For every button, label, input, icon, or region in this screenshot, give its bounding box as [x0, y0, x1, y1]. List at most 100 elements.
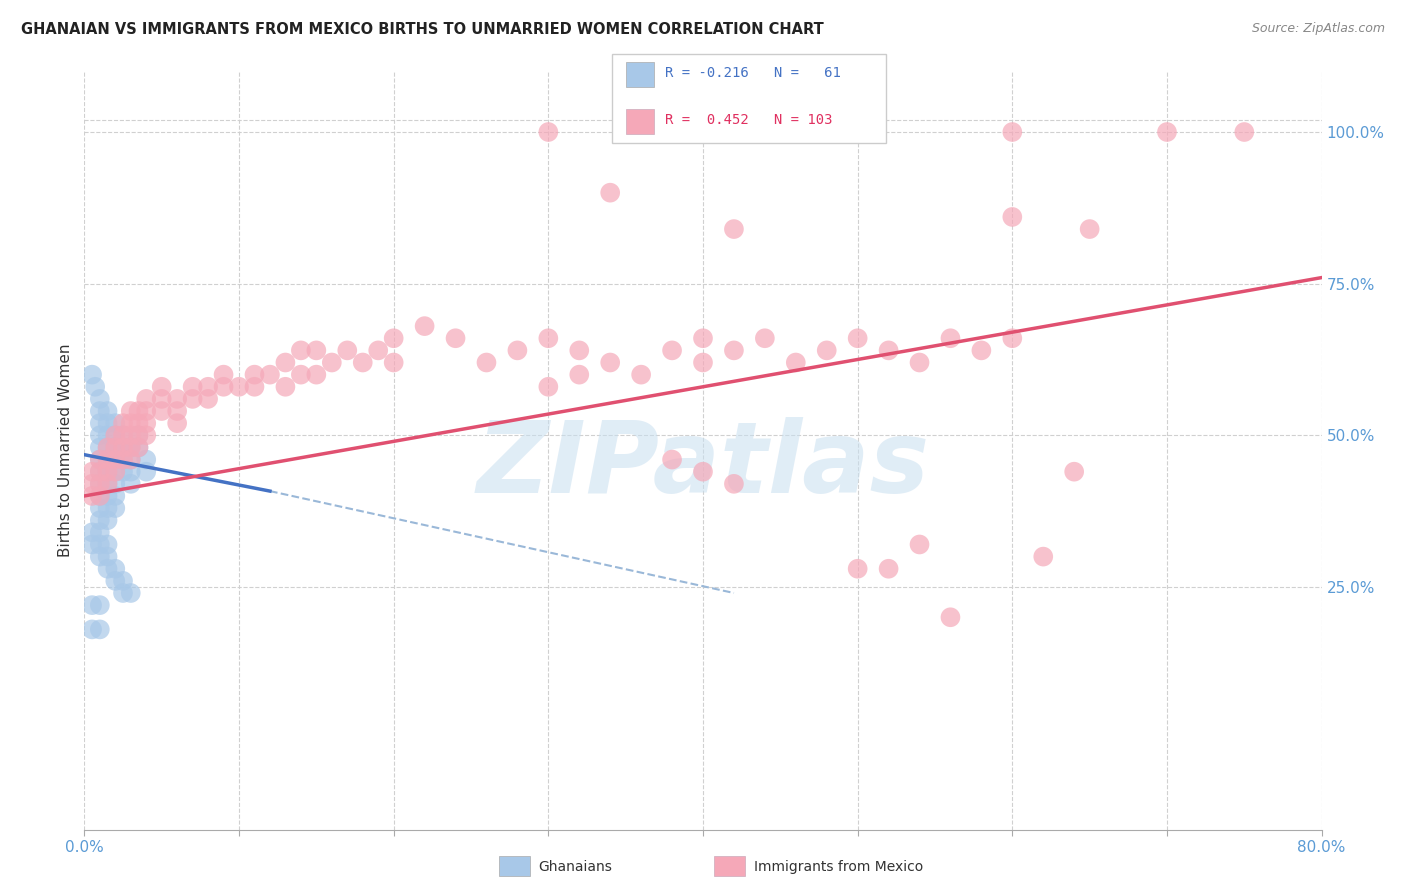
- Point: [537, 331, 560, 345]
- Point: [89, 476, 111, 491]
- Point: [82, 368, 104, 382]
- Point: [89, 392, 111, 406]
- Point: [475, 355, 498, 369]
- Point: [89, 428, 111, 442]
- Point: [599, 186, 621, 200]
- Point: [150, 392, 173, 406]
- Text: R = -0.216   N =   61: R = -0.216 N = 61: [665, 66, 841, 80]
- Point: [120, 441, 142, 455]
- Point: [290, 368, 312, 382]
- Point: [112, 452, 135, 467]
- Point: [112, 452, 135, 467]
- Point: [89, 623, 111, 637]
- Point: [104, 428, 127, 442]
- Point: [104, 489, 127, 503]
- Point: [82, 476, 104, 491]
- Point: [1233, 125, 1256, 139]
- Point: [104, 452, 127, 467]
- Text: R =  0.452   N = 103: R = 0.452 N = 103: [665, 112, 832, 127]
- Text: Ghanaians: Ghanaians: [538, 860, 613, 874]
- Point: [908, 537, 931, 551]
- Point: [89, 549, 111, 564]
- Point: [96, 562, 118, 576]
- Point: [166, 404, 188, 418]
- Point: [96, 404, 118, 418]
- Point: [89, 525, 111, 540]
- Point: [846, 331, 869, 345]
- Point: [104, 465, 127, 479]
- Point: [89, 465, 111, 479]
- Point: [877, 562, 900, 576]
- Point: [112, 586, 135, 600]
- Point: [150, 404, 173, 418]
- Text: Immigrants from Mexico: Immigrants from Mexico: [754, 860, 922, 874]
- Point: [939, 331, 962, 345]
- Point: [382, 355, 405, 369]
- Point: [537, 380, 560, 394]
- Point: [89, 476, 111, 491]
- Point: [96, 452, 118, 467]
- Point: [181, 392, 204, 406]
- Point: [104, 441, 127, 455]
- Point: [89, 416, 111, 430]
- Point: [1001, 125, 1024, 139]
- Point: [127, 404, 149, 418]
- Point: [89, 489, 111, 503]
- Point: [120, 416, 142, 430]
- Point: [135, 452, 157, 467]
- Point: [96, 476, 118, 491]
- Point: [96, 441, 118, 455]
- Point: [112, 574, 135, 588]
- Point: [112, 441, 135, 455]
- Point: [96, 476, 118, 491]
- Point: [82, 623, 104, 637]
- Point: [413, 319, 436, 334]
- Point: [104, 574, 127, 588]
- Point: [630, 368, 652, 382]
- Point: [120, 452, 142, 467]
- Point: [568, 368, 591, 382]
- Point: [112, 465, 135, 479]
- Point: [96, 416, 118, 430]
- Point: [181, 380, 204, 394]
- Point: [82, 489, 104, 503]
- Point: [723, 222, 745, 236]
- Point: [120, 476, 142, 491]
- Point: [197, 392, 219, 406]
- Point: [135, 392, 157, 406]
- Point: [104, 441, 127, 455]
- Point: [382, 331, 405, 345]
- Point: [305, 368, 328, 382]
- Point: [1063, 465, 1085, 479]
- Point: [135, 465, 157, 479]
- Point: [1001, 331, 1024, 345]
- Point: [127, 416, 149, 430]
- Point: [96, 549, 118, 564]
- Point: [228, 380, 250, 394]
- Point: [127, 428, 149, 442]
- Point: [336, 343, 359, 358]
- Point: [692, 465, 714, 479]
- Point: [243, 368, 266, 382]
- Point: [1001, 210, 1024, 224]
- Point: [150, 380, 173, 394]
- Text: ZIPatlas: ZIPatlas: [477, 417, 929, 514]
- Point: [352, 355, 374, 369]
- Y-axis label: Births to Unmarried Women: Births to Unmarried Women: [58, 343, 73, 558]
- Point: [96, 452, 118, 467]
- Point: [104, 428, 127, 442]
- Point: [120, 428, 142, 442]
- Point: [243, 380, 266, 394]
- Point: [120, 586, 142, 600]
- Point: [89, 465, 111, 479]
- Point: [89, 452, 111, 467]
- Point: [104, 501, 127, 516]
- Point: [692, 331, 714, 345]
- Point: [846, 562, 869, 576]
- Point: [970, 343, 993, 358]
- Point: [120, 452, 142, 467]
- Point: [197, 380, 219, 394]
- Point: [274, 355, 297, 369]
- Text: Source: ZipAtlas.com: Source: ZipAtlas.com: [1251, 22, 1385, 36]
- Point: [166, 416, 188, 430]
